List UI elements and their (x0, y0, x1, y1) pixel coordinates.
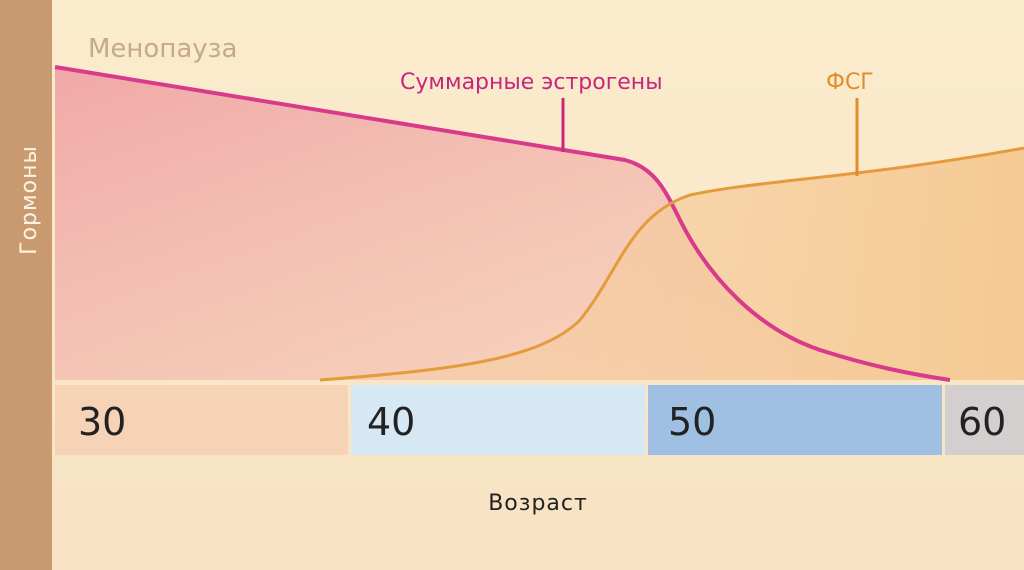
estrogen-label: Суммарные эстрогены (400, 70, 663, 95)
age-label: 60 (958, 400, 1006, 444)
fsh-area (320, 148, 1024, 380)
y-axis-label: Гормоны (17, 145, 42, 255)
x-axis-label: Возраст (488, 491, 588, 516)
age-band (945, 385, 1024, 455)
fsh-curve (319, 146, 1024, 382)
title: Менопауза (88, 34, 237, 64)
age-band (351, 385, 645, 455)
age-label: 40 (367, 400, 415, 444)
age-label: 30 (78, 400, 126, 444)
age-band (648, 385, 942, 455)
fsh-label: ФСГ (826, 70, 874, 95)
estrogen-curve (54, 65, 951, 382)
age-band (55, 385, 348, 455)
y-axis-bar (0, 0, 52, 570)
age-label: 50 (668, 400, 716, 444)
